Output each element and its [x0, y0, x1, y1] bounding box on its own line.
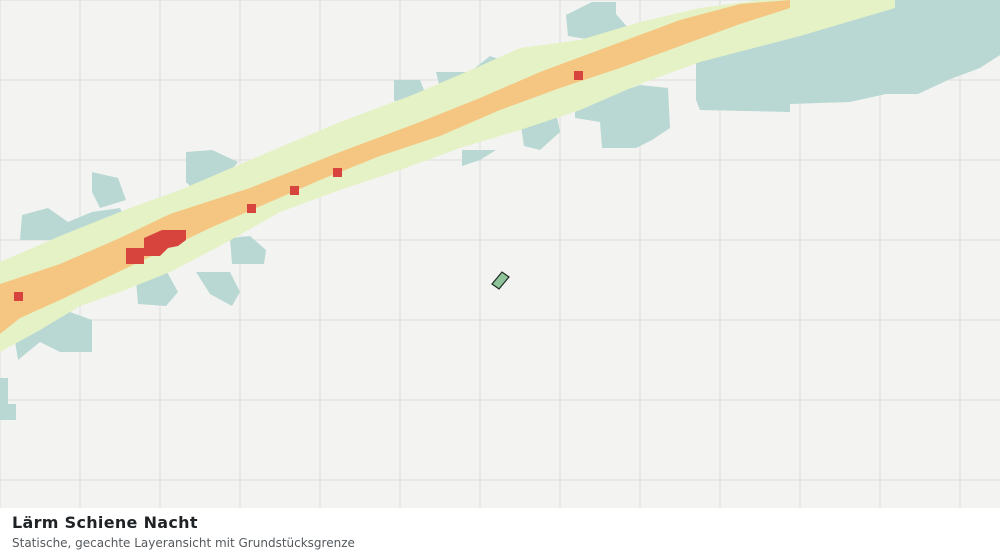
noise-zone-high	[0, 0, 790, 334]
layer-title: Lärm Schiene Nacht	[12, 513, 198, 532]
noise-zone-very-high	[14, 71, 583, 301]
parcel-boundary	[491, 271, 510, 290]
map-view	[0, 0, 1000, 508]
caption: Lärm Schiene Nacht Statische, gecachte L…	[12, 513, 988, 550]
layer-subtitle: Statische, gecachte Layeransicht mit Gru…	[12, 536, 355, 550]
